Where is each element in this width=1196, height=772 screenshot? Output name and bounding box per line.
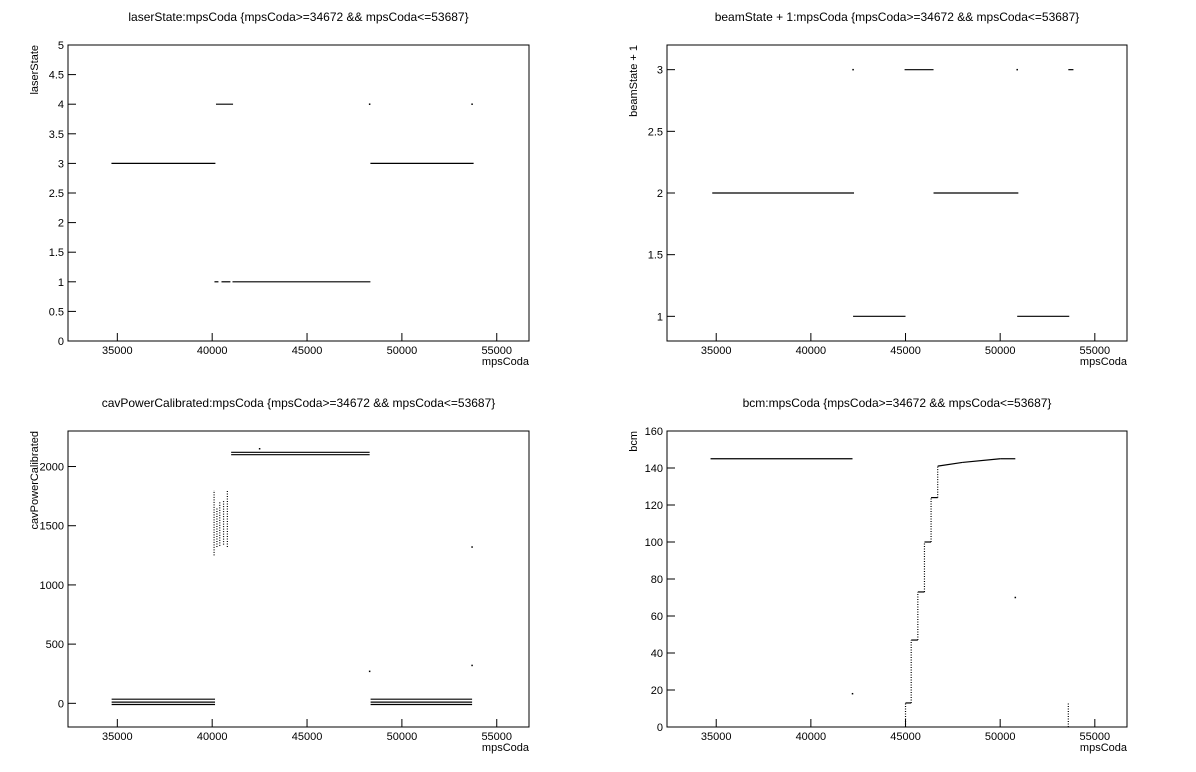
x-tick-label: 55000	[481, 731, 512, 743]
x-tick-label: 50000	[985, 731, 1016, 743]
x-tick-label: 50000	[985, 345, 1016, 357]
x-tick-label: 35000	[102, 731, 133, 743]
data-point	[471, 664, 473, 667]
x-tick-label: 50000	[387, 731, 418, 743]
x-tick-label: 40000	[197, 731, 228, 743]
x-tick-label: 55000	[481, 345, 512, 357]
y-tick-label: 1000	[40, 580, 64, 592]
x-axis-label: mpsCoda	[1080, 356, 1128, 368]
y-tick-label: 0	[58, 698, 64, 710]
y-tick-label: 500	[46, 639, 64, 651]
data-point	[471, 103, 473, 105]
x-tick-label: 35000	[701, 345, 732, 357]
x-axis-label: mpsCoda	[482, 742, 530, 754]
y-tick-label: 4.5	[49, 70, 64, 82]
y-tick-label: 0	[58, 336, 64, 348]
plot-frame	[67, 44, 530, 342]
y-tick-label: 40	[651, 648, 663, 660]
y-tick-label: 120	[645, 500, 663, 512]
data-point	[851, 692, 854, 695]
y-tick-label: 0	[657, 722, 663, 734]
x-tick-label: 45000	[890, 731, 921, 743]
x-tick-label: 40000	[796, 345, 827, 357]
y-tick-label: 0.5	[49, 306, 64, 318]
data-point	[1016, 68, 1018, 71]
y-tick-label: 4	[58, 99, 64, 111]
data-point	[471, 546, 473, 548]
data-point	[368, 103, 371, 105]
y-tick-label: 1	[58, 277, 64, 289]
y-tick-label: 80	[651, 574, 663, 586]
y-tick-label: 2.5	[49, 188, 64, 200]
y-axis-label: laserState	[29, 45, 41, 95]
x-tick-label: 40000	[197, 345, 228, 357]
x-tick-label: 35000	[701, 731, 732, 743]
chart-title: beamState + 1:mpsCoda {mpsCoda>=34672 &&…	[715, 10, 1080, 24]
x-tick-label: 35000	[102, 345, 133, 357]
data-run	[962, 458, 1001, 464]
chart-title: laserState:mpsCoda {mpsCoda>=34672 && mp…	[128, 10, 468, 24]
x-tick-label: 55000	[1080, 731, 1111, 743]
y-tick-label: 20	[651, 685, 663, 697]
y-tick-label: 60	[651, 611, 663, 623]
y-tick-label: 3	[657, 65, 663, 77]
data-point	[258, 448, 261, 450]
x-tick-label: 45000	[292, 731, 323, 743]
y-tick-label: 1500	[40, 521, 64, 533]
x-tick-label: 45000	[292, 345, 323, 357]
plot-frame	[666, 430, 1128, 728]
y-tick-label: 3	[58, 158, 64, 170]
y-tick-label: 2.5	[648, 126, 663, 138]
y-axis-label: cavPowerCalibrated	[29, 431, 41, 529]
y-tick-label: 2	[657, 188, 663, 200]
data-point	[1014, 596, 1017, 599]
y-tick-label: 1	[657, 311, 663, 323]
y-tick-label: 1.5	[648, 250, 663, 262]
x-tick-label: 50000	[387, 345, 418, 357]
y-tick-label: 5	[58, 40, 64, 52]
plot-frame	[67, 430, 530, 728]
y-tick-label: 3.5	[49, 129, 64, 141]
y-axis-label: bcm	[628, 431, 640, 452]
data-point	[852, 68, 854, 71]
x-tick-label: 55000	[1080, 345, 1111, 357]
y-tick-label: 160	[645, 426, 663, 438]
y-tick-label: 1.5	[49, 247, 64, 259]
y-tick-label: 2	[58, 218, 64, 230]
x-axis-label: mpsCoda	[482, 356, 530, 368]
chart-title: bcm:mpsCoda {mpsCoda>=34672 && mpsCoda<=…	[743, 396, 1052, 410]
y-tick-label: 100	[645, 537, 663, 549]
x-tick-label: 45000	[890, 345, 921, 357]
y-axis-label: beamState + 1	[628, 45, 640, 117]
x-tick-label: 40000	[796, 731, 827, 743]
y-tick-label: 2000	[40, 462, 64, 474]
x-axis-label: mpsCoda	[1080, 742, 1128, 754]
y-tick-label: 140	[645, 463, 663, 475]
data-run	[937, 461, 963, 467]
data-point	[368, 670, 371, 673]
chart-title: cavPowerCalibrated:mpsCoda {mpsCoda>=346…	[102, 396, 496, 410]
